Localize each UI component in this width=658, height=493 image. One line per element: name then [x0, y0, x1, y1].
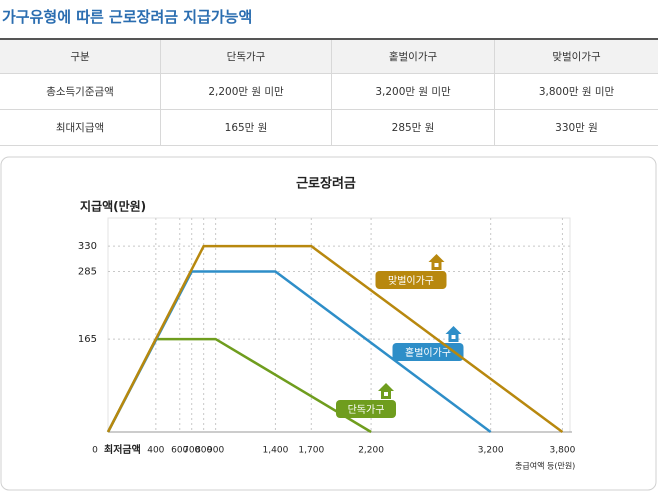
house-icon	[378, 383, 394, 399]
header-cell: 구분	[0, 38, 161, 74]
cell: 2,200만 원 미만	[160, 73, 332, 110]
eitc-table: 구분 단독가구 홑벌이가구 맞벌이가구 총소득기준금액 2,200만 원 미만 …	[0, 38, 658, 146]
cell: 총소득기준금액	[0, 73, 161, 110]
y-tick-label: 285	[78, 267, 97, 278]
x-tick-label: 3,200	[478, 446, 504, 456]
legend-label: 단독가구	[348, 404, 385, 416]
chart-box	[0, 156, 657, 491]
series-line	[106, 244, 564, 434]
house-window	[451, 335, 456, 339]
header-cell: 단독가구	[160, 38, 332, 74]
cell: 3,200만 원 미만	[331, 73, 495, 110]
y-tick-label: 330	[78, 241, 97, 252]
legend-callout	[392, 343, 464, 361]
x-tick-label: 800	[195, 446, 212, 456]
x-tick-label: 3,800	[550, 446, 576, 456]
table-row: 총소득기준금액 2,200만 원 미만 3,200만 원 미만 3,800만 원…	[0, 73, 658, 110]
header-cell: 홑벌이가구	[331, 38, 495, 74]
x-tick-label: 1,700	[298, 446, 324, 456]
x-tick-label: 600	[171, 446, 188, 456]
cell: 165만 원	[160, 109, 332, 146]
house-icon	[445, 326, 462, 342]
x-tick-label: 2,200	[358, 446, 384, 456]
y-tick-label: 165	[78, 334, 97, 345]
x-axis-label: 총급여액 등(만원)	[515, 461, 575, 471]
chart-title: 근로장려금	[296, 176, 356, 192]
x-tick-label: 900	[207, 446, 224, 456]
header-cell: 맞벌이가구	[494, 38, 658, 74]
legend-callout	[336, 400, 396, 418]
cell: 3,800만 원 미만	[494, 73, 658, 110]
table-row: 최대지급액 165만 원 285만 원 330만 원	[0, 109, 658, 146]
legend-label: 홑벌이가구	[405, 346, 451, 359]
x-tick-label: 700	[183, 446, 200, 456]
page-title: 가구유형에 따른 근로장려금 지급가능액	[2, 8, 253, 26]
x-annotation: 최저금액	[104, 443, 141, 456]
x-tick-label: 0	[92, 446, 98, 456]
legend-callout	[375, 271, 447, 289]
house-window	[434, 263, 439, 267]
table-header: 구분 단독가구 홑벌이가구 맞벌이가구	[0, 38, 658, 74]
y-axis-label: 지급액(만원)	[80, 199, 146, 214]
x-tick-label: 1,400	[263, 446, 289, 456]
house-window	[384, 392, 388, 396]
cell: 330만 원	[494, 109, 658, 146]
cell: 최대지급액	[0, 109, 161, 146]
legend-label: 맞벌이가구	[388, 275, 434, 287]
x-tick-label: 400	[147, 446, 164, 456]
cell: 285만 원	[331, 109, 495, 146]
house-icon	[428, 254, 445, 270]
